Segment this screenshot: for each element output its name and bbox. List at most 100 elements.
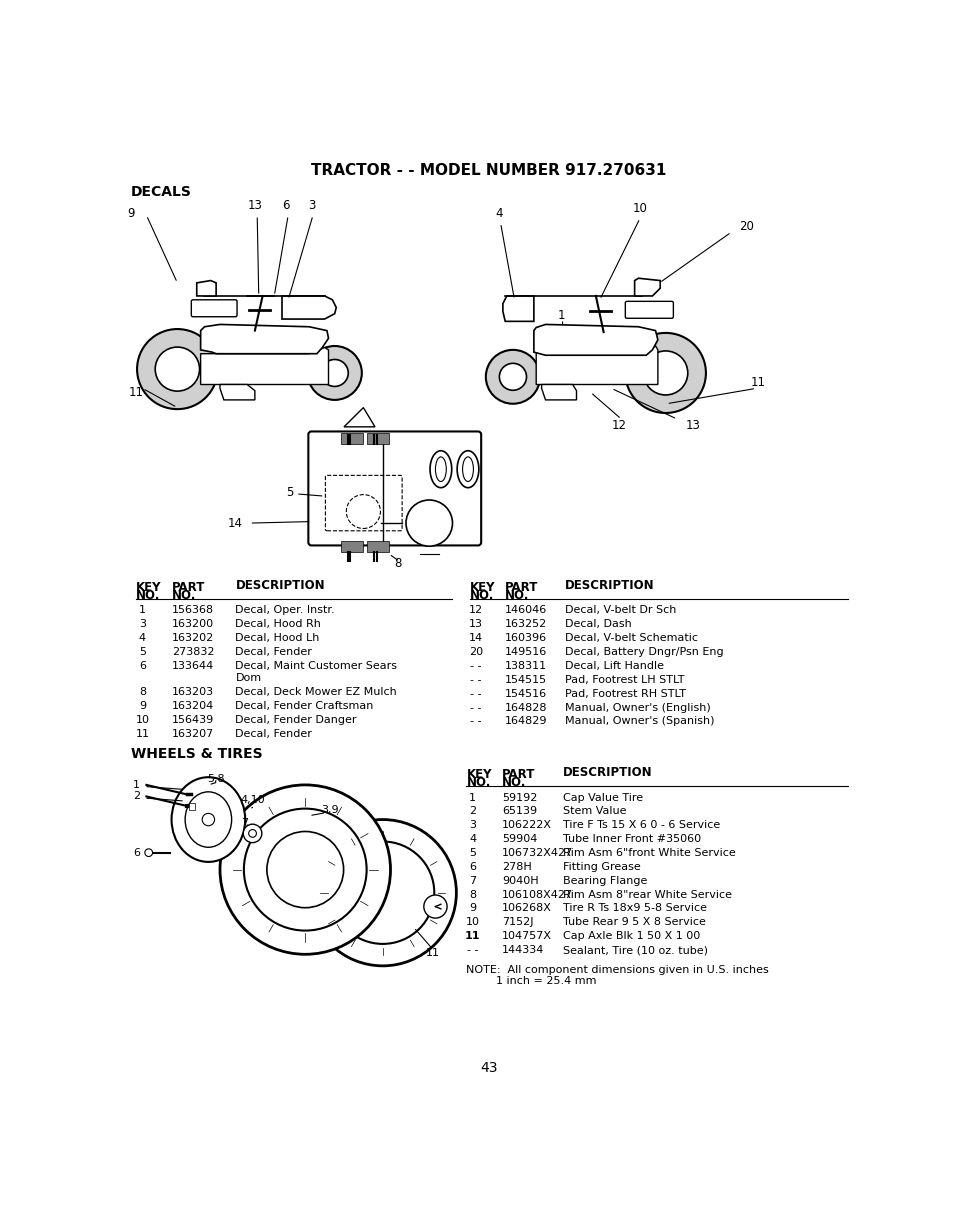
Ellipse shape (435, 457, 446, 481)
Text: 65139: 65139 (501, 807, 537, 816)
Text: - -: - - (466, 945, 477, 955)
Text: 163200: 163200 (172, 620, 213, 629)
Text: 5: 5 (286, 486, 294, 499)
Text: TRACTOR - - MODEL NUMBER 917.270631: TRACTOR - - MODEL NUMBER 917.270631 (311, 163, 666, 177)
Text: 3,9: 3,9 (321, 804, 338, 814)
Circle shape (321, 360, 348, 386)
Text: 20: 20 (468, 648, 482, 657)
Polygon shape (534, 324, 658, 355)
Text: 3: 3 (308, 199, 314, 213)
Text: NO.: NO. (501, 776, 526, 790)
Text: 164829: 164829 (505, 717, 547, 727)
Text: PART: PART (505, 581, 538, 594)
Text: PART: PART (501, 768, 535, 781)
Circle shape (220, 785, 390, 954)
Text: 11: 11 (135, 729, 150, 739)
Text: 163202: 163202 (172, 633, 214, 643)
Text: 104757X: 104757X (501, 931, 552, 942)
Text: Cap Axle Blk 1 50 X 1 00: Cap Axle Blk 1 50 X 1 00 (562, 931, 700, 942)
Text: Tube Rear 9 5 X 8 Service: Tube Rear 9 5 X 8 Service (562, 917, 704, 927)
Ellipse shape (456, 451, 478, 487)
Circle shape (642, 351, 687, 395)
Text: 10: 10 (135, 714, 150, 725)
FancyBboxPatch shape (308, 431, 480, 546)
Circle shape (624, 333, 705, 413)
Polygon shape (541, 384, 576, 400)
Text: 154515: 154515 (505, 674, 547, 685)
Ellipse shape (430, 451, 452, 487)
Circle shape (267, 831, 343, 908)
Text: DESCRIPTION: DESCRIPTION (564, 580, 654, 592)
Text: 163204: 163204 (172, 701, 214, 711)
Text: Decal, Deck Mower EZ Mulch: Decal, Deck Mower EZ Mulch (235, 688, 396, 697)
Text: NO.: NO. (172, 589, 196, 603)
Text: 4: 4 (139, 633, 146, 643)
Text: Tire R Ts 18x9 5-8 Service: Tire R Ts 18x9 5-8 Service (562, 904, 706, 914)
Text: KEY: KEY (469, 581, 495, 594)
Text: 6: 6 (469, 861, 476, 872)
Circle shape (249, 830, 256, 837)
Polygon shape (282, 296, 335, 320)
Polygon shape (200, 324, 328, 354)
Polygon shape (536, 346, 658, 384)
Text: 3: 3 (139, 620, 146, 629)
Text: Sealant, Tire (10 oz. tube): Sealant, Tire (10 oz. tube) (562, 945, 707, 955)
FancyBboxPatch shape (325, 475, 402, 531)
Text: 2: 2 (132, 791, 140, 802)
Text: NO.: NO. (136, 589, 160, 603)
Text: Tube Inner Front #35060: Tube Inner Front #35060 (562, 835, 700, 844)
Text: 106268X: 106268X (501, 904, 552, 914)
Text: Pad, Footrest RH STLT: Pad, Footrest RH STLT (564, 689, 685, 699)
Text: 1: 1 (469, 792, 476, 803)
Text: 7: 7 (241, 819, 248, 829)
Text: Pad, Footrest LH STLT: Pad, Footrest LH STLT (564, 674, 683, 685)
Text: 59192: 59192 (501, 792, 537, 803)
Text: Decal, Battery Dngr/Psn Eng: Decal, Battery Dngr/Psn Eng (564, 648, 722, 657)
Text: 12: 12 (611, 419, 626, 431)
Text: Decal, Fender Danger: Decal, Fender Danger (235, 714, 356, 725)
Text: 1: 1 (132, 780, 140, 790)
Text: 20: 20 (739, 220, 754, 233)
Text: 146046: 146046 (505, 605, 547, 616)
Text: 11: 11 (464, 931, 480, 942)
Text: Decal, Hood Rh: Decal, Hood Rh (235, 620, 321, 629)
Text: NO.: NO. (505, 589, 529, 603)
Text: 9: 9 (469, 904, 476, 914)
Text: 5: 5 (139, 648, 146, 657)
Text: 9040H: 9040H (501, 876, 538, 886)
Text: PART: PART (172, 581, 205, 594)
Text: 1: 1 (557, 309, 564, 322)
Polygon shape (344, 407, 375, 426)
Text: 11: 11 (129, 385, 144, 399)
Text: NOTE:  All component dimensions given in U.S. inches: NOTE: All component dimensions given in … (466, 965, 768, 976)
Text: 1: 1 (139, 605, 146, 616)
Circle shape (309, 820, 456, 966)
Text: Manual, Owner's (English): Manual, Owner's (English) (564, 702, 710, 712)
Polygon shape (196, 281, 216, 296)
Text: Decal, Oper. Instr.: Decal, Oper. Instr. (235, 605, 335, 616)
Bar (340, 433, 362, 443)
Text: Decal, Fender Craftsman: Decal, Fender Craftsman (235, 701, 374, 711)
Text: 154516: 154516 (505, 689, 547, 699)
Ellipse shape (462, 457, 473, 481)
Text: Decal, Fender: Decal, Fender (235, 648, 312, 657)
Polygon shape (220, 384, 254, 400)
Circle shape (145, 849, 152, 857)
Text: 3: 3 (469, 820, 476, 830)
Text: Decal, V-belt Schematic: Decal, V-belt Schematic (564, 633, 698, 643)
Circle shape (307, 346, 361, 400)
Text: KEY: KEY (466, 768, 492, 781)
Text: 6: 6 (132, 848, 140, 858)
Bar (189, 803, 195, 809)
Text: 149516: 149516 (505, 648, 547, 657)
Text: 14: 14 (468, 633, 482, 643)
Text: 59904: 59904 (501, 835, 537, 844)
Text: - -: - - (470, 661, 481, 671)
Text: 7: 7 (469, 876, 476, 886)
Text: 8: 8 (395, 556, 401, 570)
Text: DECALS: DECALS (131, 185, 192, 199)
Text: Bearing Flange: Bearing Flange (562, 876, 646, 886)
FancyBboxPatch shape (624, 301, 673, 318)
Circle shape (498, 363, 526, 390)
Text: KEY: KEY (136, 581, 162, 594)
